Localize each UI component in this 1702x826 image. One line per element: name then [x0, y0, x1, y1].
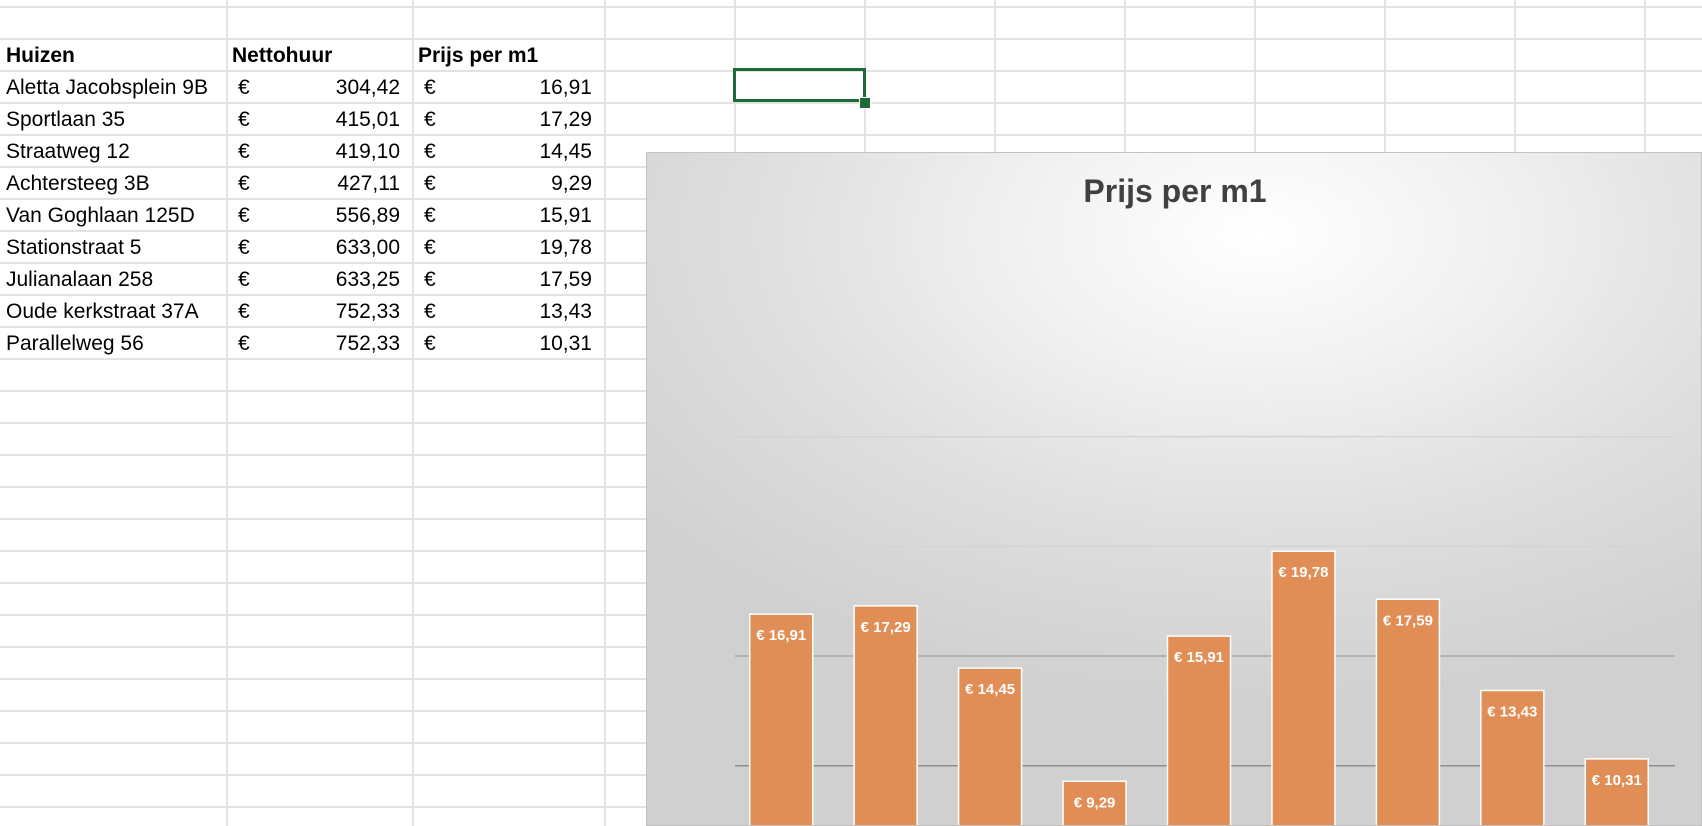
row-gridline [0, 38, 1702, 40]
cell-prijs-currency[interactable]: € [424, 236, 436, 259]
header-huizen[interactable]: Huizen [6, 44, 75, 67]
bar-data-label: € 16,91 [756, 627, 806, 644]
cell-huizen[interactable]: Straatweg 12 [6, 140, 130, 163]
cell-nettohuur-currency[interactable]: € [238, 204, 250, 227]
cell-huizen[interactable]: Julianalaan 258 [6, 268, 154, 291]
bar-data-label: € 17,59 [1383, 612, 1433, 629]
cell-huizen[interactable]: Aletta Jacobsplein 9B [6, 76, 208, 99]
cell-nettohuur-currency[interactable]: € [238, 172, 250, 195]
cell-prijs-currency[interactable]: € [424, 332, 436, 355]
cell-huizen[interactable]: Van Goghlaan 125D [6, 204, 195, 227]
cell-prijs-currency[interactable]: € [424, 76, 436, 99]
cell-prijs-value[interactable]: 14,45 [539, 140, 592, 163]
cell-huizen[interactable]: Parallelweg 56 [6, 332, 144, 355]
cell-nettohuur-currency[interactable]: € [238, 76, 250, 99]
cell-prijs-value[interactable]: 9,29 [551, 172, 592, 195]
fill-handle[interactable] [859, 97, 871, 109]
column-gridline [604, 0, 606, 826]
bar-2[interactable] [957, 667, 1023, 826]
cell-nettohuur-currency[interactable]: € [238, 108, 250, 131]
cell-prijs-currency[interactable]: € [424, 204, 436, 227]
cell-nettohuur-value[interactable]: 304,42 [335, 76, 400, 99]
column-gridline [226, 0, 228, 826]
cell-huizen[interactable]: Oude kerkstraat 37A [6, 300, 199, 323]
cell-prijs-value[interactable]: 19,78 [539, 236, 592, 259]
bar-data-label: € 17,29 [861, 619, 911, 636]
bar-data-label: € 15,91 [1174, 649, 1224, 666]
cell-nettohuur-value[interactable]: 419,10 [335, 140, 400, 163]
selected-cell[interactable] [733, 68, 866, 102]
bar-3[interactable] [1062, 780, 1127, 826]
row-gridline [0, 70, 1702, 72]
cell-nettohuur-value[interactable]: 415,01 [335, 108, 400, 131]
bar-data-label: € 14,45 [965, 681, 1015, 698]
row-gridline [0, 6, 1702, 8]
cell-prijs-currency[interactable]: € [424, 108, 436, 131]
chart-title: Prijs per m1 [1083, 173, 1267, 209]
bar-6[interactable] [1375, 598, 1441, 826]
cell-huizen[interactable]: Achtersteeg 3B [6, 172, 150, 195]
bar-chart-plot: € 16,91 € 17,29 € 14,45 € 9,29 € 15,91 € 19,7… [735, 436, 1675, 826]
column-gridline [412, 0, 414, 826]
cell-nettohuur-value[interactable]: 427,11 [337, 172, 400, 195]
cell-nettohuur-currency[interactable]: € [238, 268, 250, 291]
cell-nettohuur-currency[interactable]: € [238, 300, 250, 323]
cell-prijs-currency[interactable]: € [424, 268, 436, 291]
cell-prijs-currency[interactable]: € [424, 172, 436, 195]
cell-nettohuur-value[interactable]: 633,00 [335, 236, 400, 259]
cell-prijs-value[interactable]: 13,43 [539, 300, 592, 323]
cell-prijs-currency[interactable]: € [424, 300, 436, 323]
bar-data-label: € 10,31 [1592, 772, 1642, 789]
cell-prijs-value[interactable]: 17,29 [539, 108, 592, 131]
cell-nettohuur-value[interactable]: 633,25 [335, 268, 400, 291]
bar-8[interactable] [1584, 758, 1650, 826]
cell-prijs-value[interactable]: 10,31 [539, 332, 592, 355]
header-nettohuur[interactable]: Nettohuur [232, 44, 333, 67]
header-prijs-per-m1[interactable]: Prijs per m1 [418, 44, 539, 67]
cell-prijs-value[interactable]: 17,59 [539, 268, 592, 291]
cell-prijs-value[interactable]: 16,91 [539, 76, 592, 99]
row-gridline [0, 134, 1702, 136]
cell-nettohuur-currency[interactable]: € [238, 140, 250, 163]
cell-huizen[interactable]: Sportlaan 35 [6, 108, 126, 131]
bar-5[interactable] [1271, 550, 1336, 826]
cell-nettohuur-currency[interactable]: € [238, 332, 250, 355]
bar-data-label: € 19,78 [1278, 564, 1328, 581]
bar-1[interactable] [853, 605, 918, 826]
bar-0[interactable] [748, 613, 814, 826]
bar-4[interactable] [1166, 635, 1232, 826]
cell-nettohuur-value[interactable]: 556,89 [335, 204, 400, 227]
cell-prijs-value[interactable]: 15,91 [539, 204, 592, 227]
cell-nettohuur-value[interactable]: 752,33 [335, 332, 400, 355]
cell-huizen[interactable]: Stationstraat 5 [6, 236, 142, 259]
cell-nettohuur-currency[interactable]: € [238, 236, 250, 259]
bar-data-label: € 13,43 [1487, 703, 1537, 720]
cell-nettohuur-value[interactable]: 752,33 [335, 300, 400, 323]
row-gridline [0, 102, 1702, 104]
cell-prijs-currency[interactable]: € [424, 140, 436, 163]
chart-prijs-per-m1[interactable]: Prijs per m1 € 16,91 € 17,29 € 14,45 € 9,29… [646, 152, 1702, 826]
bar-7[interactable] [1480, 689, 1545, 826]
bar-data-label: € 9,29 [1074, 794, 1116, 811]
